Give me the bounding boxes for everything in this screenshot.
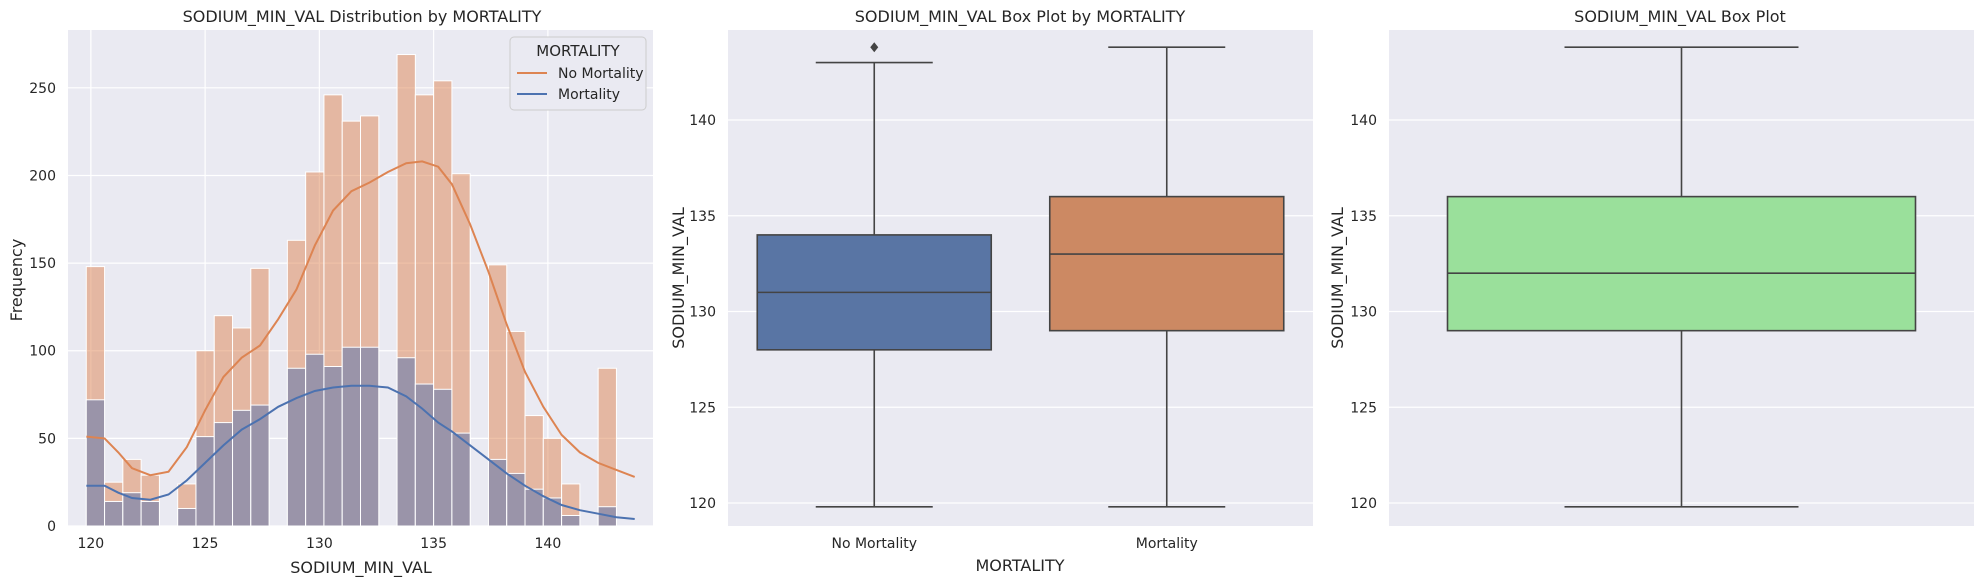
bar-mortality (104, 500, 124, 527)
x-tick-label: 135 (420, 536, 447, 552)
y-tick-label: 140 (689, 113, 716, 129)
y-tick-label: 130 (689, 305, 716, 321)
boxplot-overall-panel: SODIUM_MIN_VAL Box Plot 120125130135140 … (1328, 7, 1974, 526)
legend-label-mortality: Mortality (558, 87, 620, 103)
boxplot-overall-y-label: SODIUM_MIN_VAL (1328, 207, 1348, 349)
x-tick-label: 125 (192, 536, 219, 552)
box-iqr (1048, 195, 1285, 332)
y-tick-label: 120 (1350, 496, 1377, 512)
boxplot-by-mortality-y-label: SODIUM_MIN_VAL (669, 207, 689, 349)
boxplot-by-mortality-x-label: MORTALITY (975, 556, 1064, 575)
histogram-x-label: SODIUM_MIN_VAL (290, 558, 432, 578)
y-tick-label: 0 (47, 519, 56, 535)
outlier-marker (870, 42, 879, 53)
y-tick-label: 200 (29, 168, 56, 184)
legend-box (509, 36, 647, 111)
y-tick-label: 50 (38, 431, 56, 447)
x-tick-label: 140 (535, 536, 562, 552)
legend: MORTALITY No Mortality Mortality (509, 36, 647, 111)
bar-mortality (250, 404, 270, 527)
x-tick-label: Mortality (1136, 536, 1198, 552)
y-tick-label: 250 (29, 81, 56, 97)
y-tick-label: 135 (689, 209, 716, 225)
histogram-title: SODIUM_MIN_VAL Distribution by MORTALITY (183, 7, 542, 27)
bar-mortality (542, 497, 563, 527)
legend-label-no-mortality: No Mortality (558, 66, 644, 82)
boxplot-overall-title: SODIUM_MIN_VAL Box Plot (1574, 7, 1786, 27)
x-tick-label: 130 (306, 536, 333, 552)
histogram-bars (85, 54, 617, 527)
legend-title: MORTALITY (536, 42, 620, 60)
bar-no-mortality (597, 367, 617, 527)
bar-mortality (341, 346, 361, 527)
bar-mortality (561, 514, 581, 527)
y-tick-label: 100 (29, 344, 56, 360)
y-tick-label: 125 (1350, 400, 1377, 416)
bar-mortality (433, 388, 453, 527)
bar-mortality (195, 436, 215, 527)
kde-line-mortality (86, 384, 635, 520)
boxplot-by-mortality-panel: SODIUM_MIN_VAL Box Plot by MORTALITY 120… (669, 7, 1313, 575)
bar-mortality (305, 353, 325, 527)
y-tick-label: 130 (1350, 305, 1377, 321)
y-tick-label: 120 (689, 496, 716, 512)
bar-mortality (323, 366, 343, 527)
bar-mortality (85, 399, 106, 527)
bar-mortality (360, 346, 380, 527)
histogram-y-label: Frequency (7, 239, 26, 322)
boxplot-by-mortality-title: SODIUM_MIN_VAL Box Plot by MORTALITY (855, 7, 1186, 27)
kde-line-no-mortality (86, 160, 636, 478)
y-tick-label: 150 (29, 256, 56, 272)
boxplot-by-mortality-boxes (756, 42, 1285, 508)
box-iqr (1446, 195, 1917, 332)
x-tick-label: No Mortality (831, 536, 917, 552)
boxplot-overall-ticks: 120 125 130 135 140 (1350, 113, 1377, 512)
bar-mortality (140, 500, 160, 527)
bar-mortality (506, 472, 526, 527)
x-tick-label: 120 (77, 536, 104, 552)
boxplot-by-mortality-ticks: 120 125 130 135 140 No Mortality Mortality (689, 113, 1198, 552)
boxplot-overall-boxes (1446, 46, 1917, 508)
histogram-ticks: 120 125 130 135 140 0 50 100 150 200 250 (29, 81, 561, 552)
histogram-panel: SODIUM_MIN_VAL Distribution by MORTALITY… (7, 7, 653, 578)
y-tick-label: 125 (689, 400, 716, 416)
bar-mortality (232, 409, 252, 527)
bar-mortality (487, 458, 508, 527)
bar-mortality (451, 432, 471, 527)
bar-mortality (286, 367, 307, 527)
y-tick-label: 135 (1350, 209, 1377, 225)
y-tick-label: 140 (1350, 113, 1377, 129)
bar-mortality (177, 507, 197, 527)
bar-mortality (213, 422, 234, 527)
bar-mortality (396, 357, 416, 527)
histogram-kde-curves (86, 160, 636, 520)
